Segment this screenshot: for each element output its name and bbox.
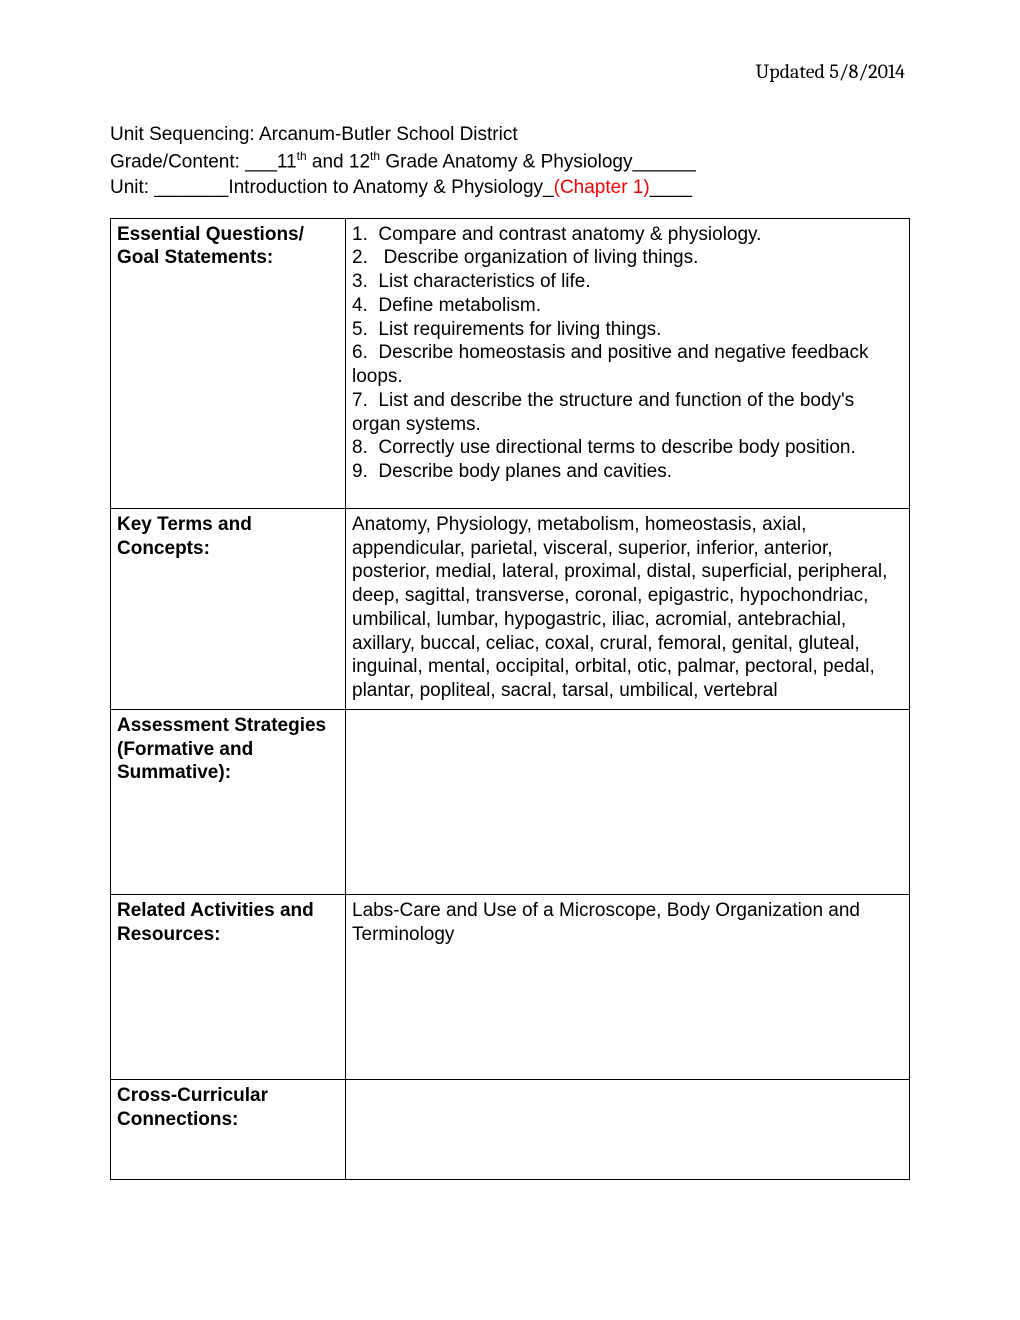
assess-label-line2: (Formative and [117,738,339,762]
activities-label-line2: Resources: [117,923,339,947]
cell-assess-label: Assessment Strategies (Formative and Sum… [111,709,346,894]
cell-terms-label: Key Terms and Concepts: [111,508,346,709]
cell-activities-content: Labs-Care and Use of a Microscope, Body … [346,894,910,1079]
unit-line: Unit: _______Introduction to Anatomy & P… [110,176,910,200]
cross-label-line2: Connections: [117,1108,339,1132]
row-assessment: Assessment Strategies (Formative and Sum… [111,709,910,894]
unit-table: Essential Questions/ Goal Statements: 1.… [110,218,910,1180]
grade-mid: and 12 [307,151,370,172]
cell-assess-content [346,709,910,894]
cell-terms-content: Anatomy, Physiology, metabolism, homeost… [346,508,910,709]
assess-label-line3: Summative): [117,761,339,785]
eq-label-line1: Essential Questions/ [117,223,339,247]
unit-chapter: (Chapter 1) [554,177,650,198]
row-cross-curricular: Cross-Curricular Connections: [111,1079,910,1179]
cell-eq-content: 1. Compare and contrast anatomy & physio… [346,218,910,508]
activities-label-line1: Related Activities and [117,899,339,923]
eq-label-line2: Goal Statements: [117,246,339,270]
grade-suffix: Grade Anatomy & Physiology______ [380,151,696,172]
cross-label-line1: Cross-Curricular [117,1084,339,1108]
grade-th-1: th [297,149,307,163]
row-essential-questions: Essential Questions/ Goal Statements: 1.… [111,218,910,508]
updated-date: Updated 5/8/2014 [110,60,905,83]
cell-cross-content [346,1079,910,1179]
cell-activities-label: Related Activities and Resources: [111,894,346,1079]
row-activities: Related Activities and Resources: Labs-C… [111,894,910,1079]
cell-eq-label: Essential Questions/ Goal Statements: [111,218,346,508]
grade-th-2: th [370,149,380,163]
grade-prefix: Grade/Content: ___11 [110,151,297,172]
header-block: Unit Sequencing: Arcanum-Butler School D… [110,123,910,200]
grade-content-line: Grade/Content: ___11th and 12th Grade An… [110,149,910,174]
unit-sequencing-line: Unit Sequencing: Arcanum-Butler School D… [110,123,910,147]
cell-cross-label: Cross-Curricular Connections: [111,1079,346,1179]
page-container: Updated 5/8/2014 Unit Sequencing: Arcanu… [0,0,1020,1320]
unit-label: Unit: _______Introduction to Anatomy & P… [110,177,554,198]
row-key-terms: Key Terms and Concepts: Anatomy, Physiol… [111,508,910,709]
assess-label-line1: Assessment Strategies [117,714,339,738]
unit-trail: ____ [650,177,692,198]
